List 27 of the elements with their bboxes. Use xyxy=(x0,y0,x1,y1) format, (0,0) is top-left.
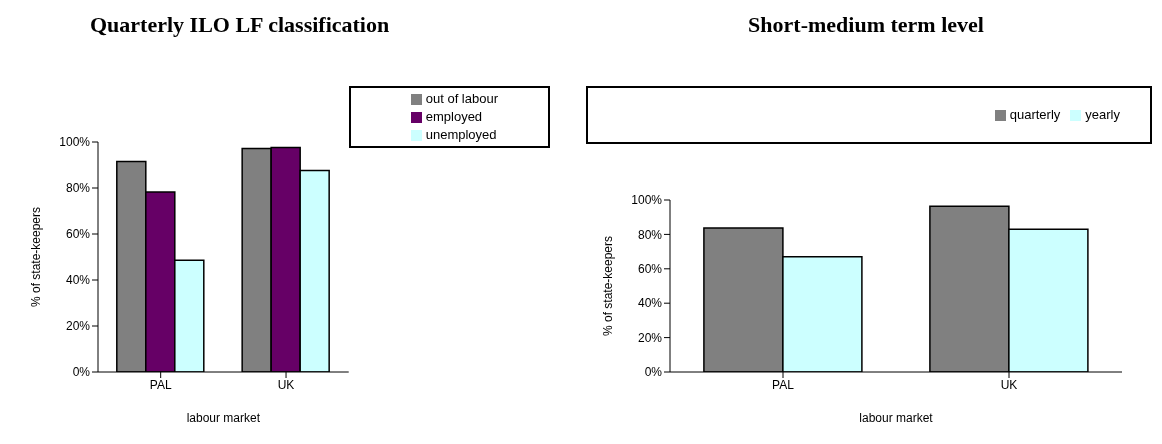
y-tick-label: 60% xyxy=(65,227,91,242)
x-tick-label: PAL xyxy=(149,377,172,392)
chart-title: Quarterly ILO LF classification xyxy=(89,11,391,39)
y-tick-label: 80% xyxy=(637,227,663,242)
y-axis-title: % of state-keepers xyxy=(29,206,44,308)
legend-label: unemployed xyxy=(425,127,497,142)
y-tick-label: 0% xyxy=(644,365,663,380)
chart-title: Short-medium term level xyxy=(747,11,985,39)
y-axis-title: % of state-keepers xyxy=(601,235,616,337)
y-tick-label: 20% xyxy=(637,330,663,345)
x-axis-title: labour market xyxy=(859,411,934,425)
y-tick-label: 0% xyxy=(72,365,91,380)
y-tick-label: 100% xyxy=(631,193,663,208)
y-tick-label: 100% xyxy=(59,135,91,150)
legend-label: yearly xyxy=(1085,107,1120,122)
y-tick-label: 40% xyxy=(65,273,91,288)
y-tick-label: 40% xyxy=(637,296,663,311)
legend-label: quarterly xyxy=(1009,107,1061,122)
legend-label: out of labour xyxy=(425,91,498,106)
x-axis-title: labour market xyxy=(186,411,261,425)
y-tick-label: 20% xyxy=(65,319,91,334)
x-tick-label: UK xyxy=(277,377,295,392)
x-tick-label: PAL xyxy=(772,377,795,392)
x-tick-label: UK xyxy=(1000,377,1018,392)
y-tick-label: 60% xyxy=(637,262,663,277)
legend-label: employed xyxy=(425,109,483,124)
y-tick-label: 80% xyxy=(65,181,91,196)
